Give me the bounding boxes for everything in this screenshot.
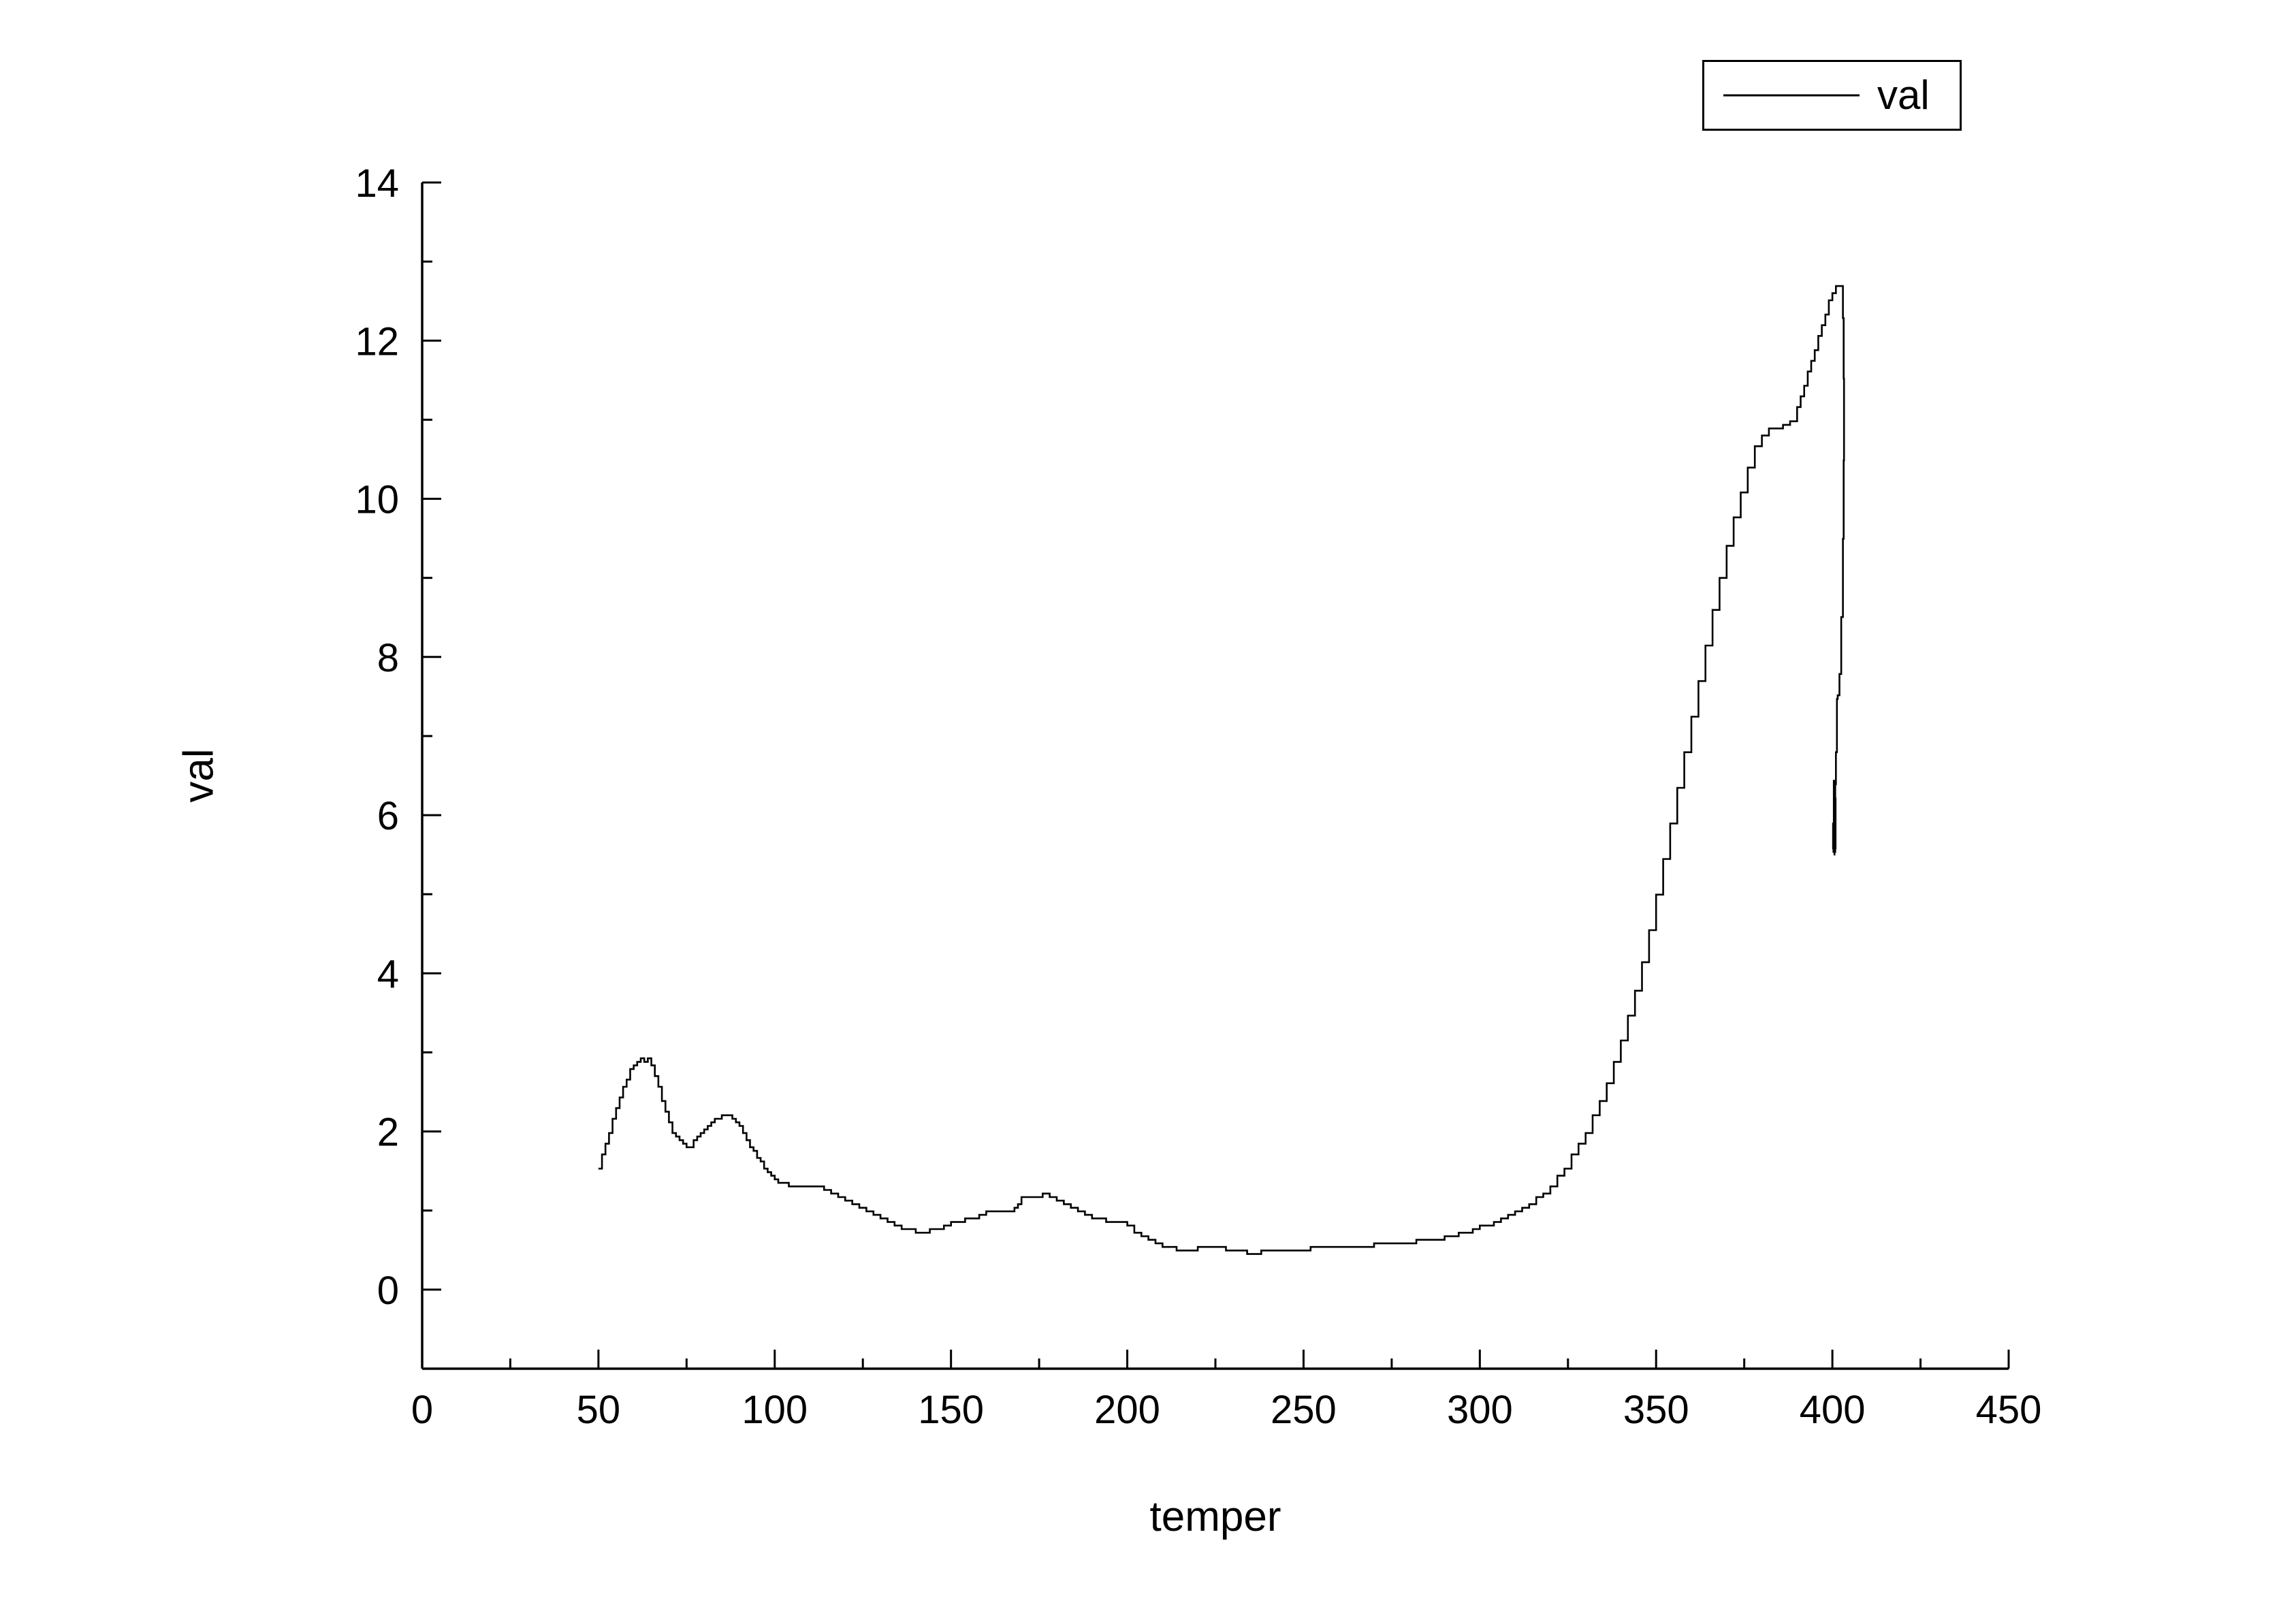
y-tick-label: 12 bbox=[355, 319, 399, 364]
y-tick-label: 8 bbox=[377, 636, 399, 680]
y-axis-title: val bbox=[175, 748, 223, 803]
x-tick-label: 0 bbox=[411, 1388, 433, 1432]
x-axis-title: temper bbox=[1149, 1493, 1281, 1540]
y-tick-label: 14 bbox=[355, 161, 399, 206]
x-tick-label: 250 bbox=[1271, 1388, 1337, 1432]
x-tick-label: 100 bbox=[742, 1388, 808, 1432]
x-tick-label: 150 bbox=[918, 1388, 984, 1432]
legend-label: val bbox=[1877, 72, 1930, 118]
y-tick-label: 2 bbox=[377, 1111, 399, 1155]
line-series-val bbox=[598, 285, 1845, 1255]
legend: val bbox=[1702, 60, 1962, 131]
x-tick-label: 300 bbox=[1447, 1388, 1513, 1432]
x-tick-label: 350 bbox=[1623, 1388, 1689, 1432]
x-tick-label: 50 bbox=[577, 1388, 621, 1432]
y-tick-label: 0 bbox=[377, 1269, 399, 1313]
legend-line-sample bbox=[1723, 94, 1860, 97]
y-tick-label: 10 bbox=[355, 478, 399, 522]
axis-ticks bbox=[421, 181, 2010, 1369]
series-path-val bbox=[598, 285, 1845, 1255]
x-tick-label: 200 bbox=[1094, 1388, 1160, 1432]
axis-tick-labels: 0 50 100 150 200 250 300 350 400 450 0 2 4 6 8 10 12 14 bbox=[355, 161, 2041, 1432]
y-tick-label: 6 bbox=[377, 794, 399, 838]
axes bbox=[421, 182, 2009, 1370]
x-tick-label: 400 bbox=[1800, 1388, 1866, 1432]
x-tick-label: 450 bbox=[1976, 1388, 2042, 1432]
y-tick-label: 4 bbox=[377, 952, 399, 996]
